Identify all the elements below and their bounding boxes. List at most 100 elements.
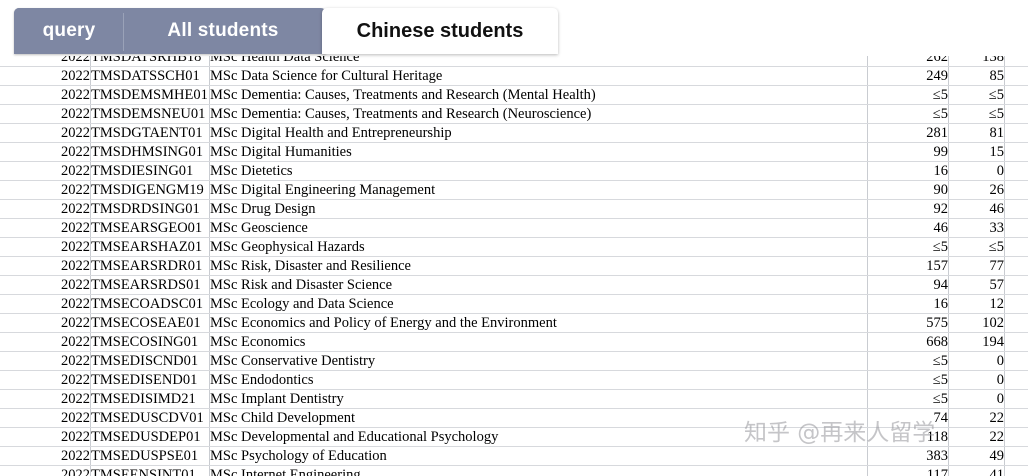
cell-chinese-students[interactable]: 57 — [948, 275, 1005, 295]
cell-chinese-students[interactable]: 77 — [948, 256, 1005, 276]
cell-chinese-students[interactable]: 12 — [948, 294, 1005, 314]
cell-chinese-students[interactable]: 0 — [948, 389, 1005, 409]
cell-all-students[interactable]: 249 — [867, 66, 949, 86]
cell-year[interactable]: 2022 — [35, 123, 91, 143]
cell-chinese-students[interactable]: 46 — [948, 199, 1005, 219]
cell-programme-code[interactable]: TMSEARSRDR01 — [90, 256, 210, 276]
cell-programme-code[interactable]: TMSECOSEAE01 — [90, 313, 210, 333]
cell-programme-code[interactable]: TMSEDISEND01 — [90, 370, 210, 390]
table-row[interactable]: 2022 TMSDEMSNEU01 MSc Dementia: Causes, Tr… — [0, 104, 1028, 124]
table-row[interactable]: 2022 TMSEARSRDS01 MSc Risk and Disaster Sc… — [0, 275, 1028, 295]
table-row[interactable]: 2022 TMSECOADSC01 MSc Ecology and Data Sci… — [0, 294, 1028, 314]
cell-programme-name[interactable]: MSc Economics — [209, 332, 868, 352]
table-row[interactable]: 2022 TMSDIGENGM19 MSc Digital Engineering … — [0, 180, 1028, 200]
cell-programme-code[interactable]: TMSEDISCND01 — [90, 351, 210, 371]
cell-chinese-students[interactable]: 22 — [948, 408, 1005, 428]
cell-year[interactable]: 2022 — [35, 313, 91, 333]
cell-year[interactable]: 2022 — [35, 180, 91, 200]
table-row[interactable]: 2022 TMSEARSRDR01 MSc Risk, Disaster and R… — [0, 256, 1028, 276]
table-row[interactable]: 2022 TMSDIESING01 MSc Dietetics 16 0 — [0, 161, 1028, 181]
cell-programme-name[interactable]: MSc Risk and Disaster Science — [209, 275, 868, 295]
cell-year[interactable]: 2022 — [35, 389, 91, 409]
cell-all-students[interactable]: ≤5 — [867, 104, 949, 124]
cell-all-students[interactable]: 668 — [867, 332, 949, 352]
cell-all-students[interactable]: ≤5 — [867, 370, 949, 390]
cell-chinese-students[interactable]: 0 — [948, 370, 1005, 390]
cell-all-students[interactable]: 92 — [867, 199, 949, 219]
cell-programme-name[interactable]: MSc Geophysical Hazards — [209, 237, 868, 257]
cell-all-students[interactable]: ≤5 — [867, 351, 949, 371]
cell-year[interactable]: 2022 — [35, 351, 91, 371]
cell-chinese-students[interactable]: 85 — [948, 66, 1005, 86]
table-row[interactable]: 2022 TMSEDUSCDV01 MSc Child Development 74 2… — [0, 408, 1028, 428]
cell-programme-name[interactable]: MSc Dietetics — [209, 161, 868, 181]
table-row[interactable]: 2022 TMSEDUSPSE01 MSc Psychology of Educat… — [0, 446, 1028, 466]
cell-programme-name[interactable]: MSc Child Development — [209, 408, 868, 428]
cell-programme-name[interactable]: MSc Data Science for Cultural Heritage — [209, 66, 868, 86]
cell-all-students[interactable]: 74 — [867, 408, 949, 428]
table-row[interactable]: 2022 TMSEDISEND01 MSc Endodontics ≤5 0 — [0, 370, 1028, 390]
cell-all-students[interactable]: 90 — [867, 180, 949, 200]
table-row[interactable]: 2022 TMSDRDSING01 MSc Drug Design 92 46 — [0, 199, 1028, 219]
cell-chinese-students[interactable]: 26 — [948, 180, 1005, 200]
cell-programme-code[interactable]: TMSDIESING01 — [90, 161, 210, 181]
table-row[interactable]: 2022 TMSEDISIMD21 MSc Implant Dentistry ≤5 0 — [0, 389, 1028, 409]
cell-all-students[interactable]: ≤5 — [867, 389, 949, 409]
cell-year[interactable]: 2022 — [35, 199, 91, 219]
tab-chinese-students[interactable]: Chinese students — [322, 8, 558, 54]
cell-chinese-students[interactable]: ≤5 — [948, 85, 1005, 105]
cell-year[interactable]: 2022 — [35, 85, 91, 105]
table-row[interactable]: 2022 TMSDGTAENT01 MSc Digital Health and E… — [0, 123, 1028, 143]
cell-programme-code[interactable]: TMSECOADSC01 — [90, 294, 210, 314]
cell-programme-name[interactable]: MSc Internet Engineering — [209, 465, 868, 476]
cell-programme-code[interactable]: TMSEENSINT01 — [90, 465, 210, 476]
cell-all-students[interactable]: 117 — [867, 465, 949, 476]
cell-year[interactable]: 2022 — [35, 408, 91, 428]
cell-programme-name[interactable]: MSc Geoscience — [209, 218, 868, 238]
cell-all-students[interactable]: 383 — [867, 446, 949, 466]
table-row[interactable]: 2022 TMSDHMSING01 MSc Digital Humanities 99… — [0, 142, 1028, 162]
cell-programme-code[interactable]: TMSEARSGEO01 — [90, 218, 210, 238]
cell-programme-code[interactable]: TMSEDUSPSE01 — [90, 446, 210, 466]
cell-programme-name[interactable]: MSc Digital Engineering Management — [209, 180, 868, 200]
cell-programme-code[interactable]: TMSDHMSING01 — [90, 142, 210, 162]
cell-programme-name[interactable]: MSc Drug Design — [209, 199, 868, 219]
cell-all-students[interactable]: 16 — [867, 161, 949, 181]
cell-programme-name[interactable]: MSc Dementia: Causes, Treatments and Res… — [209, 104, 868, 124]
cell-chinese-students[interactable]: 15 — [948, 142, 1005, 162]
cell-chinese-students[interactable]: ≤5 — [948, 104, 1005, 124]
cell-programme-code[interactable]: TMSDIGENGM19 — [90, 180, 210, 200]
cell-year[interactable]: 2022 — [35, 256, 91, 276]
cell-chinese-students[interactable]: 0 — [948, 351, 1005, 371]
table-row[interactable]: 2022 TMSDEMSMHE01 MSc Dementia: Causes, Tr… — [0, 85, 1028, 105]
cell-year[interactable]: 2022 — [35, 218, 91, 238]
cell-year[interactable]: 2022 — [35, 142, 91, 162]
cell-programme-name[interactable]: MSc Implant Dentistry — [209, 389, 868, 409]
cell-programme-code[interactable]: TMSECOSING01 — [90, 332, 210, 352]
cell-year[interactable]: 2022 — [35, 427, 91, 447]
cell-year[interactable]: 2022 — [35, 237, 91, 257]
cell-year[interactable]: 2022 — [35, 294, 91, 314]
cell-programme-code[interactable]: TMSEDISIMD21 — [90, 389, 210, 409]
cell-chinese-students[interactable]: 33 — [948, 218, 1005, 238]
cell-programme-code[interactable]: TMSEARSHAZ01 — [90, 237, 210, 257]
cell-all-students[interactable]: 575 — [867, 313, 949, 333]
cell-programme-name[interactable]: MSc Dementia: Causes, Treatments and Res… — [209, 85, 868, 105]
cell-all-students[interactable]: 281 — [867, 123, 949, 143]
spreadsheet-grid[interactable]: 2022 TMSDATSRHB18 MSc Health Data Science 2… — [0, 52, 1028, 476]
table-row[interactable]: 2022 TMSEARSGEO01 MSc Geoscience 46 33 — [0, 218, 1028, 238]
cell-year[interactable]: 2022 — [35, 370, 91, 390]
cell-year[interactable]: 2022 — [35, 446, 91, 466]
cell-year[interactable]: 2022 — [35, 104, 91, 124]
cell-programme-name[interactable]: MSc Economics and Policy of Energy and t… — [209, 313, 868, 333]
cell-chinese-students[interactable]: 102 — [948, 313, 1005, 333]
cell-chinese-students[interactable]: 41 — [948, 465, 1005, 476]
cell-programme-name[interactable]: MSc Endodontics — [209, 370, 868, 390]
cell-chinese-students[interactable]: 0 — [948, 161, 1005, 181]
table-row[interactable]: 2022 TMSECOSEAE01 MSc Economics and Policy… — [0, 313, 1028, 333]
table-row[interactable]: 2022 TMSECOSING01 MSc Economics 668 194 — [0, 332, 1028, 352]
cell-year[interactable]: 2022 — [35, 161, 91, 181]
cell-programme-name[interactable]: MSc Conservative Dentistry — [209, 351, 868, 371]
cell-all-students[interactable]: 16 — [867, 294, 949, 314]
cell-chinese-students[interactable]: 49 — [948, 446, 1005, 466]
